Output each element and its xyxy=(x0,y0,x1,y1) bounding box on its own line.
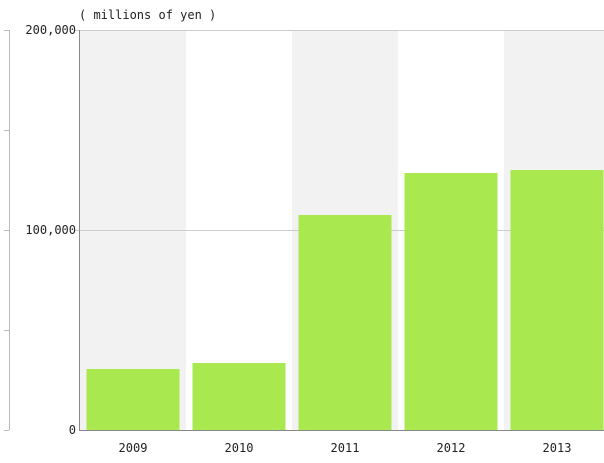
x-tick-label: 2013 xyxy=(543,441,572,455)
bar-2011 xyxy=(298,215,392,430)
bar-2009 xyxy=(86,369,180,430)
y-tick-labels: 0 100,000 200,000 xyxy=(25,23,76,437)
bar-2013 xyxy=(510,170,604,430)
y-tick-label: 100,000 xyxy=(25,223,76,237)
y-tick-label: 0 xyxy=(69,423,76,437)
x-tick-label: 2009 xyxy=(119,441,148,455)
x-tick-label: 2011 xyxy=(331,441,360,455)
x-tick-labels: 2009 2010 2011 2012 2013 xyxy=(119,441,572,455)
unit-label: ( millions of yen ) xyxy=(79,8,216,22)
x-tick-label: 2012 xyxy=(437,441,466,455)
y-tick-label: 200,000 xyxy=(25,23,76,37)
left-panel-ticks xyxy=(4,30,9,431)
x-tick-label: 2010 xyxy=(225,441,254,455)
bars xyxy=(86,170,604,430)
bar-2012 xyxy=(404,173,498,430)
bar-2010 xyxy=(192,363,286,430)
